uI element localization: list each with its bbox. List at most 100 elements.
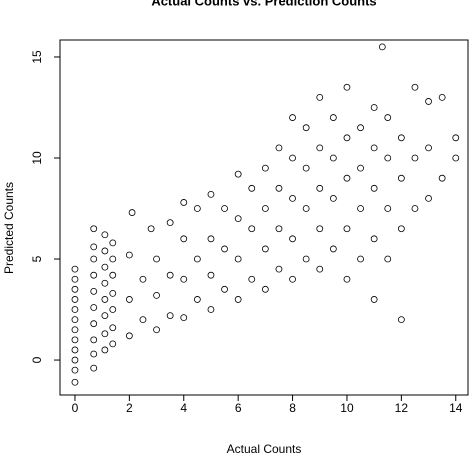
point xyxy=(438,174,446,182)
point xyxy=(90,336,98,344)
x-tick-label: 14 xyxy=(449,401,463,415)
point xyxy=(397,174,405,182)
point xyxy=(248,275,256,283)
point xyxy=(71,316,79,324)
point xyxy=(90,243,98,251)
point xyxy=(343,134,351,142)
point xyxy=(384,114,392,121)
point xyxy=(125,251,133,259)
point xyxy=(90,287,98,295)
point xyxy=(71,378,79,386)
point xyxy=(289,235,296,243)
point xyxy=(101,330,109,338)
point xyxy=(166,312,174,319)
y-tick-label: 5 xyxy=(30,255,44,262)
point xyxy=(71,296,79,303)
point xyxy=(329,114,337,121)
point xyxy=(425,98,432,105)
point xyxy=(370,184,378,192)
point xyxy=(234,170,242,178)
point xyxy=(261,245,269,253)
point xyxy=(207,271,215,279)
point xyxy=(71,265,79,273)
point xyxy=(289,114,296,121)
point xyxy=(289,195,296,202)
point xyxy=(139,275,147,283)
point xyxy=(101,263,109,271)
point xyxy=(357,205,364,212)
point xyxy=(384,154,392,162)
point xyxy=(275,184,283,192)
point xyxy=(275,225,283,233)
point xyxy=(452,134,460,142)
point xyxy=(370,104,378,111)
point xyxy=(316,93,324,101)
point xyxy=(329,154,337,162)
point xyxy=(101,346,109,354)
point xyxy=(316,184,324,192)
point xyxy=(397,316,405,324)
point xyxy=(248,225,256,233)
point xyxy=(109,255,117,263)
point xyxy=(411,154,419,162)
point xyxy=(261,205,269,212)
point xyxy=(370,296,378,303)
point xyxy=(329,245,337,253)
point xyxy=(357,124,364,132)
point xyxy=(248,184,256,192)
point xyxy=(193,205,201,212)
point xyxy=(153,255,160,263)
y-tick-label: 10 xyxy=(30,151,44,165)
point xyxy=(425,144,432,152)
point xyxy=(101,247,109,255)
point xyxy=(193,296,201,303)
point xyxy=(71,346,79,354)
point xyxy=(343,174,351,182)
point xyxy=(153,326,160,334)
point xyxy=(180,275,188,283)
point xyxy=(370,235,378,243)
point xyxy=(166,271,174,279)
point xyxy=(289,275,296,283)
point xyxy=(329,195,337,202)
point xyxy=(316,225,324,233)
y-tick-label: 0 xyxy=(30,356,44,363)
point xyxy=(221,285,228,293)
point xyxy=(125,332,133,340)
x-tick-label: 4 xyxy=(180,401,187,415)
point xyxy=(425,195,432,202)
point xyxy=(452,154,460,162)
point xyxy=(275,265,283,273)
point xyxy=(125,296,133,303)
point xyxy=(289,154,296,162)
point xyxy=(71,285,79,293)
point xyxy=(397,134,405,142)
point xyxy=(207,190,215,198)
point xyxy=(193,255,201,263)
point xyxy=(234,215,242,223)
point xyxy=(166,219,174,227)
point xyxy=(343,83,351,91)
point xyxy=(180,314,188,322)
point xyxy=(90,225,98,233)
point xyxy=(90,320,98,328)
point xyxy=(343,275,351,283)
point xyxy=(101,312,109,319)
point xyxy=(90,271,98,279)
point xyxy=(90,350,98,358)
point xyxy=(109,271,117,279)
point xyxy=(109,239,117,247)
point xyxy=(109,306,117,313)
x-tick-label: 6 xyxy=(235,401,242,415)
point xyxy=(302,164,310,172)
point xyxy=(302,205,310,212)
point xyxy=(180,235,188,243)
point xyxy=(221,205,228,212)
x-tick-label: 2 xyxy=(126,401,133,415)
point xyxy=(261,285,269,293)
x-tick-label: 10 xyxy=(340,401,354,415)
point xyxy=(357,255,364,263)
point xyxy=(71,356,79,364)
x-tick-label: 8 xyxy=(289,401,296,415)
